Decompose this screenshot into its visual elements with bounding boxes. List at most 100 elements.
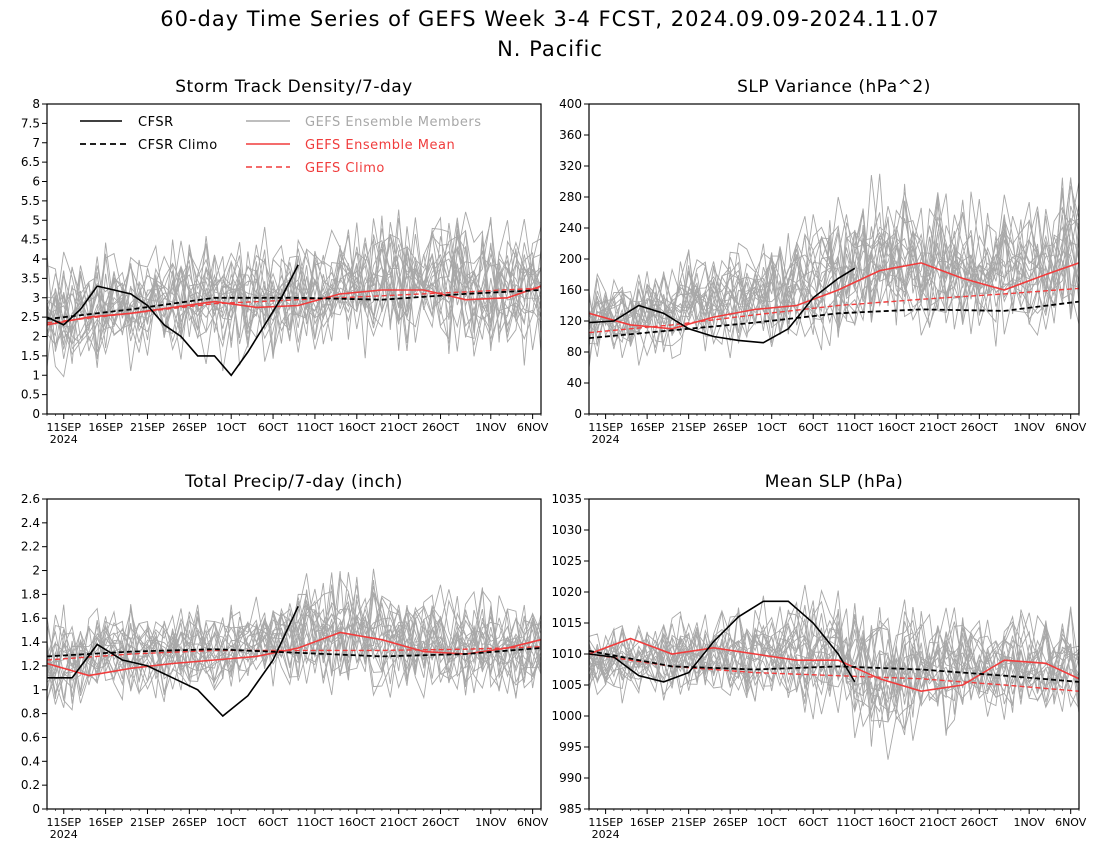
series-cfsr bbox=[589, 267, 856, 344]
x-tick-label: 1OCT bbox=[216, 816, 246, 829]
y-tick-label: 0.2 bbox=[21, 778, 40, 792]
y-tick-label: 1035 bbox=[551, 492, 582, 506]
series-gefs-ensemble-mean bbox=[47, 285, 541, 326]
panel-title: Mean SLP (hPa) bbox=[765, 472, 904, 492]
y-tick-label: 5 bbox=[32, 213, 40, 227]
panel-title: SLP Variance (hPa^2) bbox=[737, 77, 931, 97]
x-year-label: 2024 bbox=[50, 828, 78, 841]
y-tick-label: 200 bbox=[559, 252, 582, 266]
ensemble-member-line bbox=[47, 572, 541, 704]
panel-title: Total Precip/7-day (inch) bbox=[184, 472, 403, 492]
x-tick-label: 1OCT bbox=[216, 421, 246, 434]
y-tick-label: 1.8 bbox=[21, 587, 40, 601]
x-tick-label: 11SEP bbox=[588, 421, 623, 434]
y-tick-label: 280 bbox=[559, 190, 582, 204]
ensemble-members bbox=[589, 173, 1079, 368]
x-tick-label: 6NOV bbox=[517, 421, 549, 434]
y-tick-label: 1.4 bbox=[21, 635, 40, 649]
legend-gefs-climo-label: GEFS Climo bbox=[305, 161, 385, 176]
x-year-label: 2024 bbox=[592, 828, 620, 841]
y-tick-label: 0 bbox=[574, 407, 582, 421]
y-tick-label: 2.6 bbox=[21, 492, 40, 506]
ensemble-member-line bbox=[47, 584, 541, 696]
y-tick-label: 2 bbox=[32, 564, 40, 578]
y-tick-label: 1.2 bbox=[21, 659, 40, 673]
x-tick-label: 21OCT bbox=[380, 421, 417, 434]
x-year-label: 2024 bbox=[50, 433, 78, 446]
x-tick-label: 11OCT bbox=[296, 421, 333, 434]
ensemble-member-line bbox=[589, 600, 1079, 731]
x-tick-label: 26SEP bbox=[713, 816, 748, 829]
y-tick-label: 7.5 bbox=[21, 116, 40, 130]
y-tick-label: 400 bbox=[559, 97, 582, 111]
ensemble-member-line bbox=[589, 192, 1079, 350]
series-cfsr bbox=[47, 264, 299, 377]
x-tick-label: 26OCT bbox=[961, 816, 998, 829]
x-tick-label: 16OCT bbox=[338, 816, 375, 829]
x-tick-label: 16SEP bbox=[88, 421, 123, 434]
y-tick-label: 0 bbox=[32, 802, 40, 816]
ensemble-member-line bbox=[47, 589, 541, 696]
y-tick-label: 1005 bbox=[551, 678, 582, 692]
y-tick-label: 120 bbox=[559, 314, 582, 328]
series-cfsr bbox=[47, 605, 299, 718]
y-tick-label: 3 bbox=[32, 291, 40, 305]
x-tick-label: 6OCT bbox=[798, 421, 828, 434]
plot-frame bbox=[46, 498, 542, 810]
ensemble-member-line bbox=[589, 584, 1079, 717]
x-tick-label: 6NOV bbox=[1055, 816, 1087, 829]
ensemble-member-line bbox=[47, 217, 541, 340]
ensemble-member-line bbox=[589, 209, 1079, 368]
ensemble-member-line bbox=[589, 615, 1079, 747]
legend-cfsr-label: CFSR bbox=[138, 115, 174, 130]
x-tick-label: 11SEP bbox=[46, 816, 81, 829]
x-tick-label: 21SEP bbox=[130, 421, 165, 434]
x-tick-label: 1NOV bbox=[475, 421, 507, 434]
ensemble-member-line bbox=[589, 599, 1079, 739]
y-tick-label: 80 bbox=[567, 345, 582, 359]
x-tick-label: 1OCT bbox=[757, 421, 787, 434]
panel-3: Total Precip/7-day (inch)00.20.40.60.811… bbox=[21, 472, 549, 841]
x-tick-label: 26OCT bbox=[961, 421, 998, 434]
y-tick-label: 6.5 bbox=[21, 155, 40, 169]
x-tick-label: 21SEP bbox=[671, 816, 706, 829]
figure-title: 60-day Time Series of GEFS Week 3-4 FCST… bbox=[160, 7, 940, 31]
x-tick-label: 16SEP bbox=[630, 421, 665, 434]
y-tick-label: 0.6 bbox=[21, 730, 40, 744]
y-tick-label: 240 bbox=[559, 221, 582, 235]
y-tick-label: 985 bbox=[559, 802, 582, 816]
ensemble-member-line bbox=[589, 610, 1079, 714]
x-tick-label: 6OCT bbox=[798, 816, 828, 829]
ensemble-member-line bbox=[47, 579, 541, 704]
x-tick-label: 6NOV bbox=[517, 816, 549, 829]
plot-frame bbox=[588, 103, 1080, 415]
y-tick-label: 4.5 bbox=[21, 233, 40, 247]
series-cfsr-climo bbox=[589, 650, 1079, 683]
x-tick-label: 26OCT bbox=[422, 816, 459, 829]
y-tick-label: 1 bbox=[32, 368, 40, 382]
ensemble-members bbox=[47, 568, 541, 711]
y-tick-label: 1 bbox=[32, 683, 40, 697]
y-tick-label: 1030 bbox=[551, 523, 582, 537]
x-tick-label: 21OCT bbox=[919, 421, 956, 434]
y-tick-label: 8 bbox=[32, 97, 40, 111]
ensemble-members bbox=[589, 584, 1079, 760]
x-tick-label: 11OCT bbox=[836, 421, 873, 434]
x-tick-label: 21SEP bbox=[671, 421, 706, 434]
panel-title: Storm Track Density/7-day bbox=[175, 77, 412, 97]
y-tick-label: 1010 bbox=[551, 647, 582, 661]
y-tick-label: 40 bbox=[567, 376, 582, 390]
ensemble-member-line bbox=[47, 590, 541, 697]
x-year-label: 2024 bbox=[592, 433, 620, 446]
series-gefs-climo bbox=[589, 287, 1079, 334]
y-tick-label: 1025 bbox=[551, 554, 582, 568]
y-tick-label: 5.5 bbox=[21, 194, 40, 208]
x-tick-label: 16OCT bbox=[878, 421, 915, 434]
plot-frame bbox=[46, 103, 542, 415]
legend-mean-label: GEFS Ensemble Mean bbox=[305, 138, 455, 153]
y-tick-label: 2.2 bbox=[21, 540, 40, 554]
legend-members-label: GEFS Ensemble Members bbox=[305, 115, 482, 130]
y-tick-label: 1020 bbox=[551, 585, 582, 599]
y-tick-label: 3.5 bbox=[21, 271, 40, 285]
y-tick-label: 4 bbox=[32, 252, 40, 266]
